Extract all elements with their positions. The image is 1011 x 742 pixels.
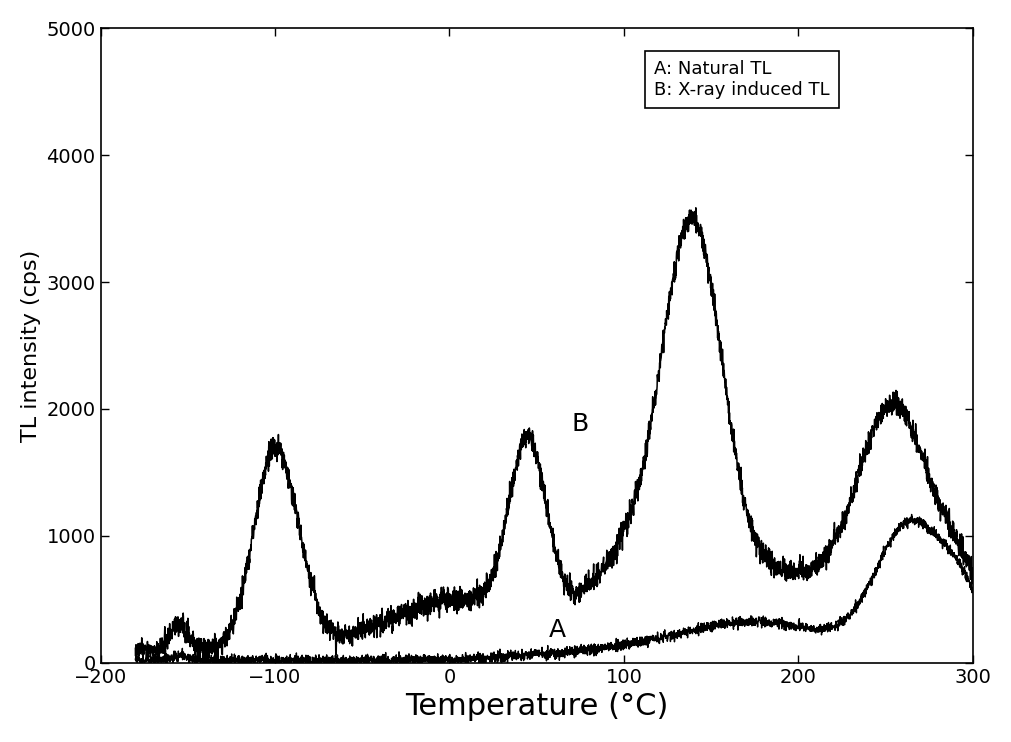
Text: A: Natural TL
B: X-ray induced TL: A: Natural TL B: X-ray induced TL (654, 60, 829, 99)
Text: B: B (571, 412, 588, 436)
Text: A: A (548, 618, 565, 643)
Y-axis label: TL intensity (cps): TL intensity (cps) (21, 249, 40, 441)
X-axis label: Temperature (°C): Temperature (°C) (404, 692, 667, 721)
